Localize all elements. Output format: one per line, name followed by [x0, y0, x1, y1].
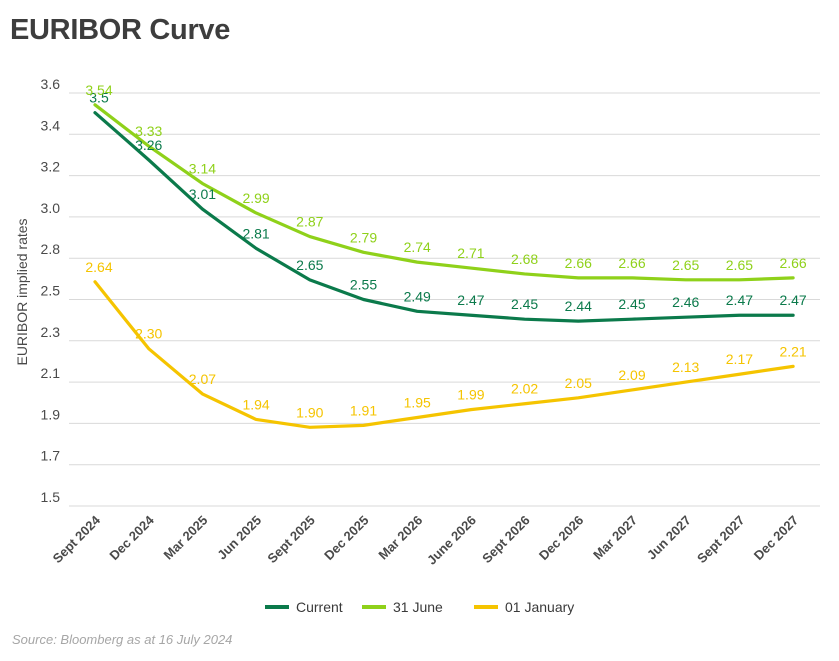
data-label: 2.47 — [457, 292, 484, 308]
data-label: 1.99 — [457, 387, 484, 403]
series-line-31-june — [93, 103, 795, 282]
data-label: 2.02 — [511, 381, 538, 397]
x-tick-label: Dec 2026 — [536, 513, 586, 563]
data-label: 2.74 — [404, 239, 431, 255]
data-label: 2.49 — [404, 288, 431, 304]
data-label: 2.09 — [618, 367, 645, 383]
data-label: 3.14 — [189, 160, 216, 176]
y-tick-label: 3.6 — [41, 76, 61, 92]
data-label: 2.07 — [189, 371, 216, 387]
y-axis-title: EURIBOR implied rates — [14, 218, 30, 365]
y-axis-ticks: 1.5 1.7 1.9 2.1 2.3 2.5 2.8 3.0 3.2 3.4 3.6 — [41, 76, 61, 505]
chart-title: EURIBOR Curve — [10, 14, 231, 46]
x-axis-ticks: Sept 2024 Dec 2024 Mar 2025 Jun 2025 Sept 20… — [50, 512, 802, 568]
data-label: 2.66 — [779, 255, 806, 271]
x-tick-label: Sept 2025 — [264, 513, 318, 567]
y-tick-label: 2.5 — [41, 283, 61, 299]
data-label: 2.46 — [672, 294, 699, 310]
x-tick-label: Dec 2027 — [751, 513, 801, 563]
data-label: 2.66 — [618, 255, 645, 271]
legend-label: Current — [296, 599, 343, 615]
data-label: 3.26 — [135, 137, 162, 153]
data-label: 3.54 — [85, 82, 112, 98]
y-tick-label: 1.5 — [41, 489, 61, 505]
data-label: 2.30 — [135, 326, 162, 342]
y-tick-label: 3.2 — [41, 159, 61, 175]
data-label: 2.65 — [726, 257, 753, 273]
data-label: 1.91 — [350, 402, 377, 418]
data-label: 1.90 — [296, 404, 323, 420]
x-tick-label: Jun 2027 — [644, 513, 694, 563]
data-label: 2.17 — [726, 351, 753, 367]
y-tick-label: 3.0 — [41, 200, 61, 216]
data-label: 1.95 — [404, 395, 431, 411]
data-label: 2.44 — [565, 298, 592, 314]
data-label: 2.65 — [296, 257, 323, 273]
legend: Current 31 June 01 January — [265, 599, 574, 615]
x-tick-label: June 2026 — [424, 513, 479, 568]
data-label: 2.55 — [350, 277, 377, 293]
data-labels: 3.5 3.26 3.01 2.81 2.65 2.55 2.49 2.47 2.45 2.44 2… — [85, 82, 807, 421]
data-label: 3.01 — [189, 186, 216, 202]
series-line-01-january — [93, 280, 795, 429]
y-tick-label: 2.3 — [41, 324, 61, 340]
y-tick-label: 2.1 — [41, 365, 61, 381]
data-label: 2.68 — [511, 251, 538, 267]
x-tick-label: Dec 2025 — [321, 513, 371, 563]
data-label: 2.81 — [242, 225, 269, 241]
x-tick-label: Jun 2025 — [214, 513, 264, 563]
x-tick-label: Dec 2024 — [106, 512, 157, 563]
data-label: 2.45 — [511, 296, 538, 312]
data-label: 2.21 — [779, 343, 806, 359]
data-label: 2.64 — [85, 259, 112, 275]
grid-lines — [69, 92, 820, 507]
y-tick-label: 2.8 — [41, 241, 61, 257]
x-tick-label: Mar 2027 — [590, 513, 640, 563]
legend-label: 01 January — [505, 599, 574, 615]
data-label: 2.05 — [565, 375, 592, 391]
series-lines — [93, 103, 795, 429]
data-label: 2.87 — [296, 214, 323, 230]
data-label: 2.66 — [565, 255, 592, 271]
data-label: 1.94 — [242, 396, 269, 412]
data-label: 2.45 — [618, 296, 645, 312]
data-label: 2.65 — [672, 257, 699, 273]
y-tick-label: 3.4 — [41, 117, 61, 133]
data-label: 2.47 — [779, 292, 806, 308]
x-tick-label: Sept 2026 — [479, 513, 533, 567]
data-label: 3.5 — [89, 90, 109, 106]
y-tick-label: 1.9 — [41, 406, 61, 422]
x-tick-label: Mar 2025 — [161, 513, 211, 563]
x-tick-label: Sept 2024 — [50, 512, 104, 566]
data-label: 2.99 — [242, 190, 269, 206]
data-label: 2.47 — [726, 292, 753, 308]
data-label: 2.71 — [457, 245, 484, 261]
x-tick-label: Sept 2027 — [694, 513, 748, 567]
legend-label: 31 June — [393, 599, 443, 615]
x-tick-label: Mar 2026 — [375, 513, 425, 563]
data-label: 3.33 — [135, 123, 162, 139]
source-note: Source: Bloomberg as at 16 July 2024 — [12, 632, 233, 647]
y-tick-label: 1.7 — [41, 448, 61, 464]
data-label: 2.79 — [350, 229, 377, 245]
series-line-current — [93, 111, 795, 323]
data-label: 2.13 — [672, 359, 699, 375]
